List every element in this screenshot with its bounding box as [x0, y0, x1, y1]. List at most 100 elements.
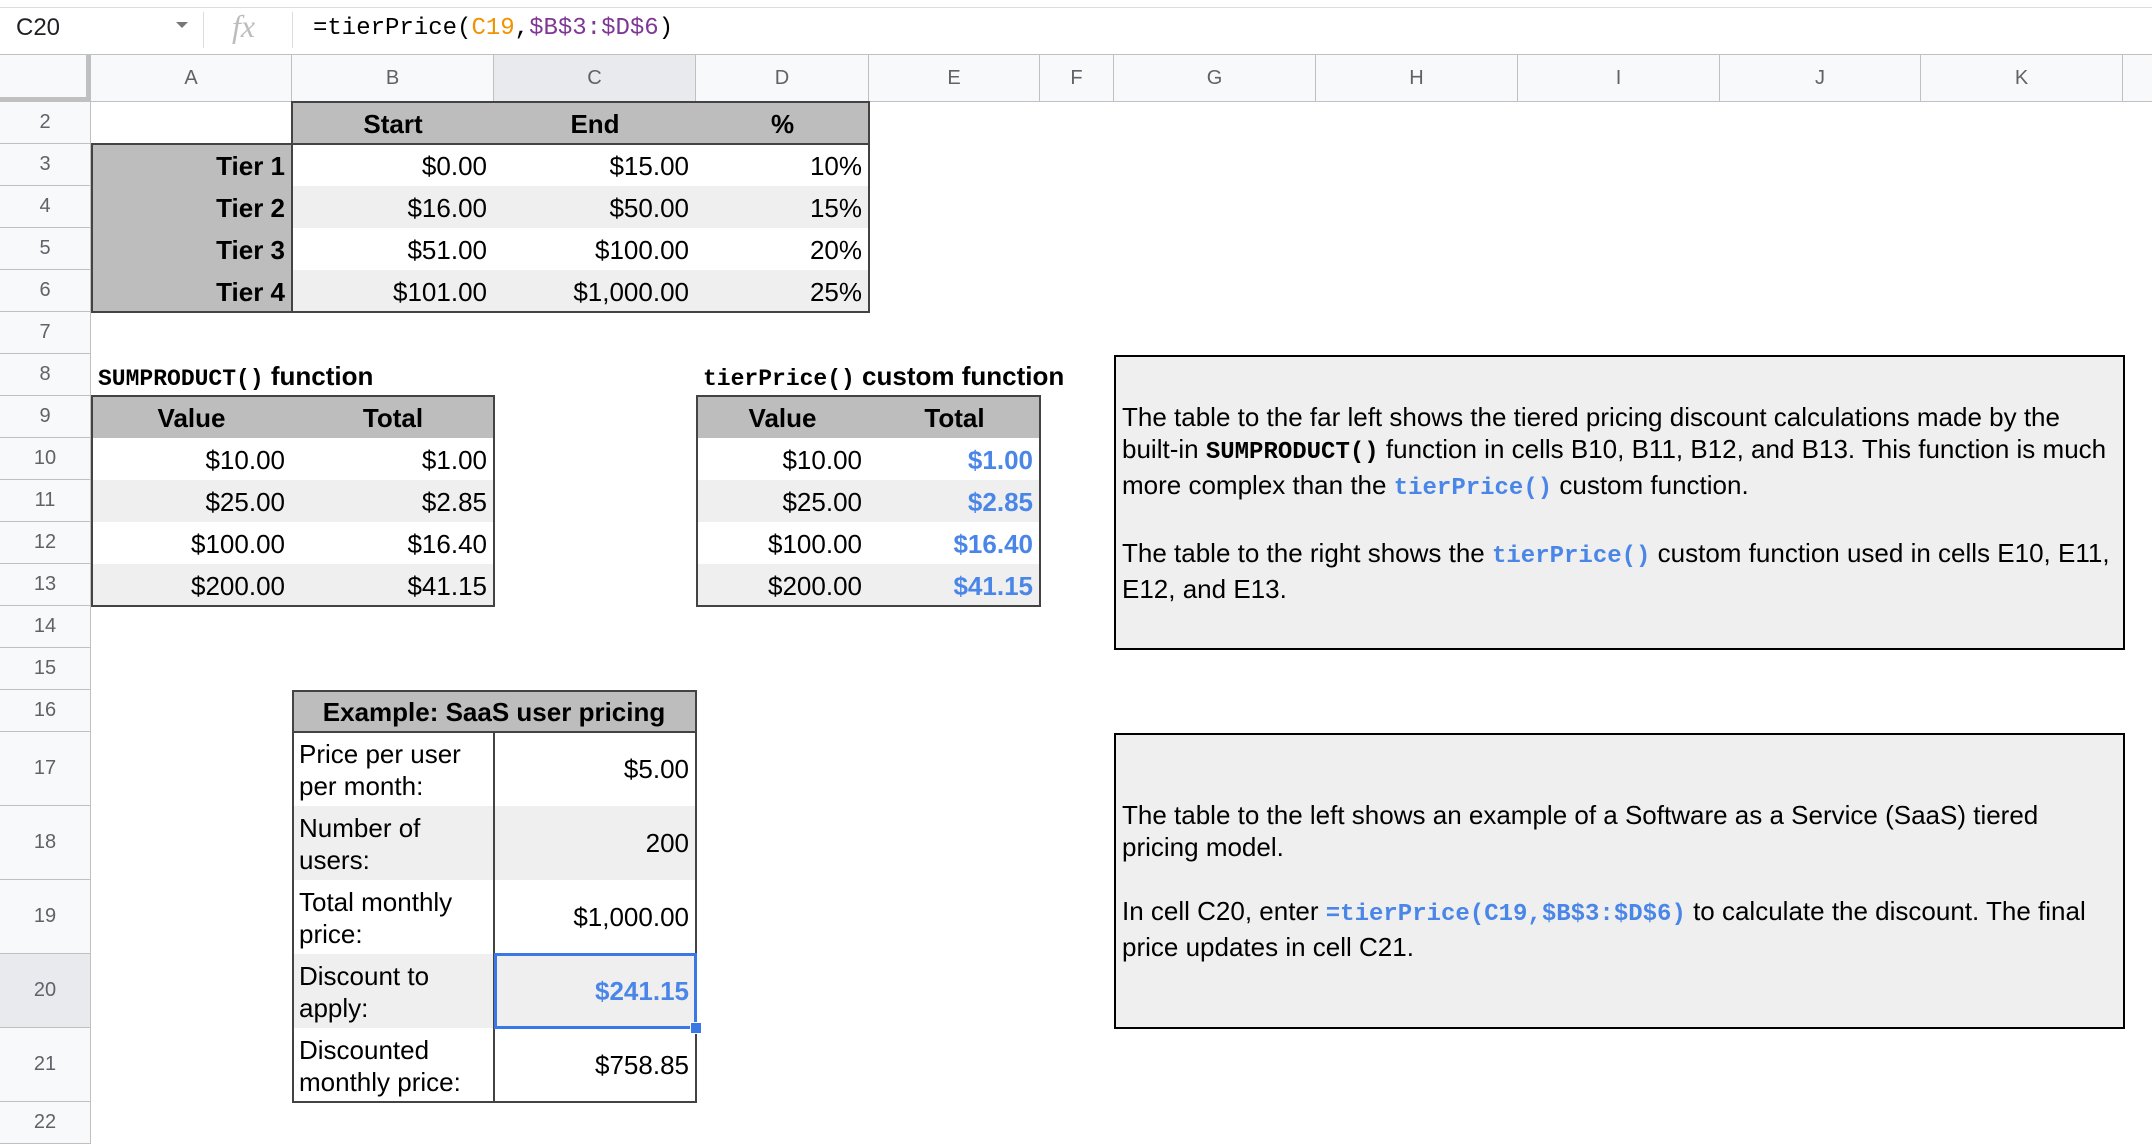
column-header-f[interactable]: F	[1040, 55, 1114, 102]
sumproduct-total[interactable]: $1.00	[292, 438, 494, 480]
tier-start[interactable]: $101.00	[292, 270, 494, 312]
tierprice-total[interactable]: $2.85	[869, 480, 1040, 522]
tierprice-value[interactable]: $25.00	[696, 480, 869, 522]
text-paragraph: The table to the right shows the tierPri…	[1122, 537, 2117, 605]
tier-label[interactable]: Tier 1	[91, 144, 292, 186]
divider	[203, 12, 204, 48]
select-all-corner[interactable]	[0, 55, 91, 102]
tierprice-header-value[interactable]: Value	[696, 396, 869, 438]
tier-end[interactable]: $15.00	[494, 144, 696, 186]
saas-table-title[interactable]: Example: SaaS user pricing	[292, 690, 696, 732]
tierprice-header-total[interactable]: Total	[869, 396, 1040, 438]
sumproduct-value[interactable]: $10.00	[91, 438, 292, 480]
row-header-13[interactable]: 13	[0, 564, 91, 606]
sumproduct-total[interactable]: $2.85	[292, 480, 494, 522]
text-box-saas-explanation[interactable]: The table to the left shows an example o…	[1114, 733, 2125, 1029]
row-header-2[interactable]: 2	[0, 102, 91, 144]
fx-icon: fx	[232, 8, 256, 44]
tierprice-total[interactable]: $1.00	[869, 438, 1040, 480]
row-header-14[interactable]: 14	[0, 606, 91, 648]
tier-pct[interactable]: 15%	[696, 186, 869, 228]
formula-ref-range: $B$3:$D$6	[529, 15, 659, 42]
saas-value[interactable]: $5.00	[494, 732, 696, 806]
column-header-k[interactable]: K	[1921, 55, 2123, 102]
formula-bar: C20 fx =tierPrice(C19,$B$3:$D$6)	[0, 7, 2152, 55]
sumproduct-total[interactable]: $16.40	[292, 522, 494, 564]
row-header-12[interactable]: 12	[0, 522, 91, 564]
text: custom function used in cells E10, E11, …	[1122, 537, 2110, 604]
tierprice-total[interactable]: $16.40	[869, 522, 1040, 564]
column-header-c[interactable]: C	[494, 55, 696, 102]
row-header-7[interactable]: 7	[0, 312, 91, 354]
saas-label[interactable]: Total monthly price:	[292, 880, 494, 954]
saas-value[interactable]: 200	[494, 806, 696, 880]
text-box-sumproduct-explanation[interactable]: The table to the far left shows the tier…	[1114, 355, 2125, 650]
fill-handle[interactable]	[690, 1022, 702, 1034]
saas-label[interactable]: Price per user per month:	[292, 732, 494, 806]
name-box[interactable]: C20	[16, 14, 61, 41]
tierprice-title[interactable]: tierPrice() custom function	[696, 354, 1064, 396]
tier-pct[interactable]: 10%	[696, 144, 869, 186]
row-header-8[interactable]: 8	[0, 354, 91, 396]
sumproduct-title[interactable]: SUMPRODUCT() function	[91, 354, 373, 396]
tier-start[interactable]: $16.00	[292, 186, 494, 228]
tier-label[interactable]: Tier 3	[91, 228, 292, 270]
tier-end[interactable]: $50.00	[494, 186, 696, 228]
tier-end[interactable]: $1,000.00	[494, 270, 696, 312]
tier-label[interactable]: Tier 4	[91, 270, 292, 312]
sumproduct-value[interactable]: $200.00	[91, 564, 292, 606]
cell-selection-c20[interactable]	[494, 953, 697, 1029]
saas-label[interactable]: Discount to apply:	[292, 954, 494, 1028]
tier-start[interactable]: $0.00	[292, 144, 494, 186]
tierprice-value[interactable]: $10.00	[696, 438, 869, 480]
tier-header-start[interactable]: Start	[292, 102, 494, 144]
column-header-j[interactable]: J	[1720, 55, 1921, 102]
row-header-10[interactable]: 10	[0, 438, 91, 480]
tier-header-pct[interactable]: %	[696, 102, 869, 144]
column-header-a[interactable]: A	[91, 55, 292, 102]
row-header-22[interactable]: 22	[0, 1102, 91, 1144]
row-header-11[interactable]: 11	[0, 480, 91, 522]
saas-discount-value[interactable]: $241.15	[494, 954, 696, 1028]
sumproduct-title-text: function	[263, 361, 374, 391]
column-header-e[interactable]: E	[869, 55, 1040, 102]
sumproduct-total[interactable]: $41.15	[292, 564, 494, 606]
saas-label[interactable]: Discounted monthly price:	[292, 1028, 494, 1102]
tier-pct[interactable]: 20%	[696, 228, 869, 270]
dropdown-arrow-icon[interactable]	[176, 22, 188, 28]
row-header-3[interactable]: 3	[0, 144, 91, 186]
saas-label[interactable]: Number of users:	[292, 806, 494, 880]
row-header-19[interactable]: 19	[0, 880, 91, 954]
row-header-15[interactable]: 15	[0, 648, 91, 690]
tierprice-value[interactable]: $200.00	[696, 564, 869, 606]
tier-pct[interactable]: 25%	[696, 270, 869, 312]
sumproduct-value[interactable]: $100.00	[91, 522, 292, 564]
tier-header-end[interactable]: End	[494, 102, 696, 144]
column-header-h[interactable]: H	[1316, 55, 1518, 102]
sumproduct-header-total[interactable]: Total	[292, 396, 494, 438]
row-header-5[interactable]: 5	[0, 228, 91, 270]
sumproduct-header-value[interactable]: Value	[91, 396, 292, 438]
column-header-b[interactable]: B	[292, 55, 494, 102]
column-header-g[interactable]: G	[1114, 55, 1316, 102]
tier-end[interactable]: $100.00	[494, 228, 696, 270]
sumproduct-value[interactable]: $25.00	[91, 480, 292, 522]
tierprice-value[interactable]: $100.00	[696, 522, 869, 564]
row-header-16[interactable]: 16	[0, 690, 91, 732]
column-header-l[interactable]	[2123, 55, 2152, 102]
saas-value[interactable]: $758.85	[494, 1028, 696, 1102]
row-header-21[interactable]: 21	[0, 1028, 91, 1102]
tier-start[interactable]: $51.00	[292, 228, 494, 270]
row-header-18[interactable]: 18	[0, 806, 91, 880]
row-header-6[interactable]: 6	[0, 270, 91, 312]
tierprice-total[interactable]: $41.15	[869, 564, 1040, 606]
row-header-4[interactable]: 4	[0, 186, 91, 228]
row-header-9[interactable]: 9	[0, 396, 91, 438]
column-header-d[interactable]: D	[696, 55, 869, 102]
row-header-17[interactable]: 17	[0, 732, 91, 806]
row-header-20[interactable]: 20	[0, 954, 91, 1028]
column-header-i[interactable]: I	[1518, 55, 1720, 102]
formula-input[interactable]: =tierPrice(C19,$B$3:$D$6)	[313, 15, 673, 42]
tier-label[interactable]: Tier 2	[91, 186, 292, 228]
saas-value[interactable]: $1,000.00	[494, 880, 696, 954]
